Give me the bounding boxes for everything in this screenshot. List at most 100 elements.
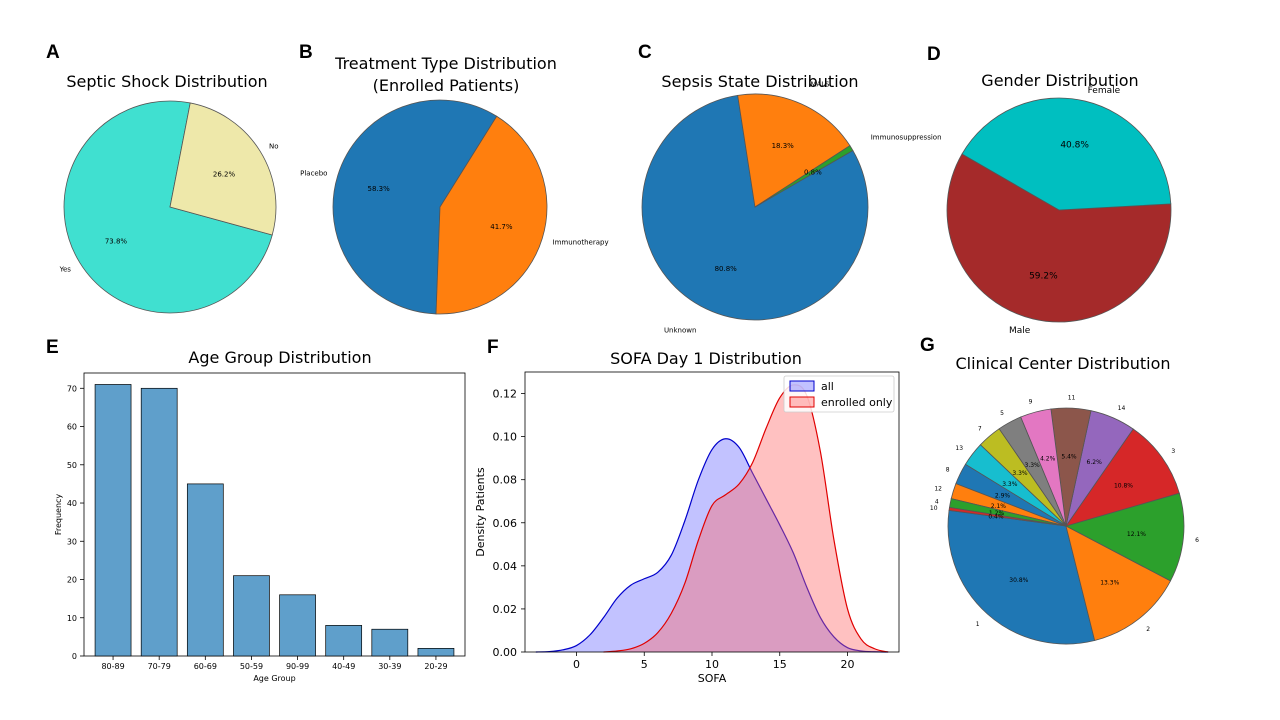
- pie-c-slice-label: Unknown: [664, 326, 697, 334]
- bar: [186, 483, 224, 657]
- x-tick-label: 80-89: [101, 662, 124, 671]
- pie-g-slice-label: 11: [1068, 394, 1076, 401]
- pie-g-slice-3: [1065, 428, 1180, 527]
- kde-area-enrolled: [603, 384, 889, 652]
- x-tick-label: 10: [705, 658, 719, 671]
- bar: [94, 384, 132, 657]
- pie-g-pct-label: 5.4%: [1061, 453, 1077, 460]
- pie-g-slice-label: 8: [946, 467, 950, 474]
- panel-letter-b: B: [299, 42, 313, 63]
- pie-g-slice-2: [1065, 525, 1172, 641]
- y-tick-label: 60: [67, 423, 77, 432]
- pie-b-pct-label: 41.7%: [490, 223, 513, 231]
- y-axis-label: Frequency: [54, 494, 63, 536]
- pie-c-pct-label: 0.8%: [804, 169, 822, 177]
- pie-d-pct-label: 40.8%: [1060, 141, 1089, 151]
- bar: [325, 625, 363, 657]
- chart-title-f: SOFA Day 1 Distribution: [610, 349, 802, 368]
- pie-g-pct-label: 4.2%: [1040, 456, 1056, 463]
- x-tick-label: 60-69: [194, 662, 217, 671]
- pie-g-slice-label: 3: [1171, 448, 1175, 455]
- pie-g-pct-label: 12.1%: [1127, 531, 1146, 538]
- kde-line-all: [535, 438, 889, 653]
- kde-area-all: [535, 438, 889, 652]
- y-tick-label: 0.04: [493, 560, 518, 573]
- pie-g-slice-label: 13: [955, 445, 963, 452]
- pie-g-pct-label: 6.2%: [1087, 459, 1103, 466]
- panel-letter-d: D: [927, 44, 941, 65]
- pie-g-pct-label: 3.3%: [1002, 481, 1018, 488]
- pie-b-pct-label: 58.3%: [367, 185, 390, 193]
- pie-a-slice-no: [169, 102, 277, 236]
- pie-d-pct-label: 59.2%: [1029, 271, 1058, 281]
- chart-title-d: Gender Distribution: [981, 71, 1139, 90]
- x-tick-label: 0: [573, 658, 580, 671]
- pie-d-slice-label: Female: [1088, 86, 1121, 96]
- pie-g-pct-label: 1.2%: [989, 510, 1005, 517]
- bar: [279, 594, 316, 657]
- x-tick-label: 15: [773, 658, 787, 671]
- pie-g-slice-label: 14: [1118, 405, 1126, 412]
- y-tick-label: 0.06: [493, 517, 518, 530]
- chart-title-a: Septic Shock Distribution: [66, 72, 268, 91]
- y-tick-label: 0.10: [493, 431, 518, 444]
- pie-g-slice-label: 12: [934, 486, 942, 493]
- pie-c-pct-label: 80.8%: [715, 265, 738, 273]
- pie-g-slice-label: 9: [1029, 399, 1033, 406]
- pie-a-slice-yes: [63, 100, 273, 314]
- x-tick-label: 30-39: [378, 662, 401, 671]
- panel-letter-f: F: [487, 337, 499, 358]
- bar: [371, 628, 409, 657]
- bar: [417, 648, 455, 657]
- pie-g-slice-label: 10: [930, 505, 938, 512]
- pie-b-slice-immunotherapy: [435, 115, 548, 315]
- pie-c-slice-unknown: [641, 94, 869, 321]
- pie-g-slice-label: 1: [976, 621, 980, 628]
- pie-g-pct-label: 3.3%: [1012, 470, 1028, 477]
- bar-chart-frame: [83, 372, 466, 657]
- y-tick-label: 0.12: [493, 388, 518, 401]
- pie-d-slice-male: [946, 153, 1172, 323]
- pie-b-slice-label: Immunotherapy: [553, 239, 609, 247]
- y-tick-label: 50: [67, 461, 77, 470]
- x-tick-label: 40-49: [332, 662, 355, 671]
- x-tick-label: 20-29: [424, 662, 447, 671]
- y-tick-label: 0.00: [493, 646, 518, 659]
- pie-d-slice-label: Male: [1009, 326, 1031, 336]
- x-axis-label: SOFA: [698, 672, 727, 685]
- pie-g-slice-label: 6: [1195, 537, 1199, 544]
- pie-g-slice-10: [948, 506, 1067, 527]
- pie-c-slice-label: Immunosuppression: [871, 133, 942, 141]
- chart-title-c: Sepsis State Distribution: [661, 72, 859, 91]
- pie-a-slice-label: Yes: [59, 266, 72, 274]
- pie-g-slice-1: [947, 509, 1096, 645]
- pie-d-slice-female: [961, 97, 1172, 211]
- x-tick-label: 5: [641, 658, 648, 671]
- chart-title-g: Clinical Center Distribution: [955, 354, 1171, 373]
- legend-swatch: [789, 396, 815, 408]
- pie-g-pct-label: 30.8%: [1009, 577, 1028, 584]
- pie-g-slice-label: 5: [1000, 410, 1004, 417]
- pie-b-slice-label: Placebo: [300, 169, 327, 177]
- y-tick-label: 0.02: [493, 603, 518, 616]
- pie-a-slice-label: No: [269, 142, 279, 150]
- x-tick-label: 50-59: [240, 662, 263, 671]
- pie-a-pct-label: 73.8%: [105, 238, 128, 246]
- x-axis-label: Age Group: [253, 674, 295, 683]
- kde-line-enrolled: [603, 384, 889, 653]
- pie-c-pct-label: 18.3%: [772, 142, 795, 150]
- y-tick-label: 20: [67, 576, 77, 585]
- pie-g-slice-label: 4: [935, 499, 939, 506]
- y-tick-label: 70: [67, 384, 77, 393]
- legend-swatch: [789, 380, 815, 392]
- panel-letter-g: G: [920, 335, 935, 356]
- pie-a-pct-label: 26.2%: [213, 170, 236, 178]
- bar: [140, 387, 178, 657]
- pie-g-slice-label: 2: [1146, 626, 1150, 633]
- y-tick-label: 40: [67, 499, 77, 508]
- panel-letter-e: E: [46, 337, 59, 358]
- pie-g-pct-label: 3.3%: [1025, 462, 1041, 469]
- legend-box: [783, 375, 895, 413]
- pie-c-slice-label: MALS: [810, 80, 830, 88]
